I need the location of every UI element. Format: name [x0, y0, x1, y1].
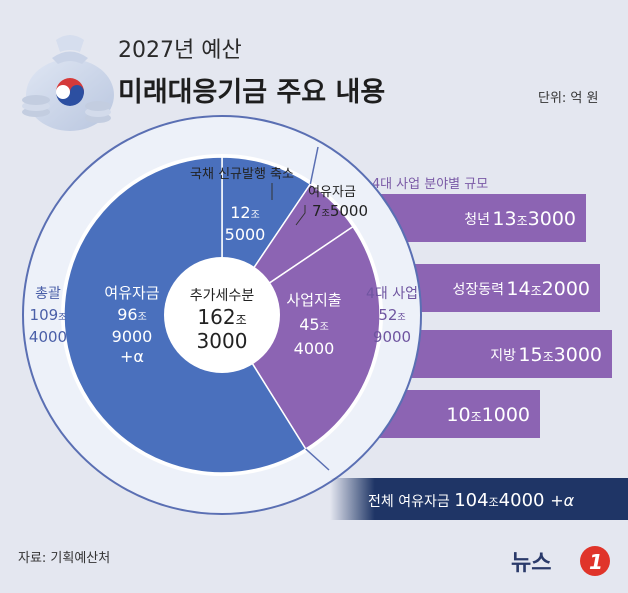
- title-line-1: 2027년 예산: [118, 38, 242, 63]
- bar-value-0: 13조3000: [492, 208, 576, 230]
- slice0-value-bottom: 5000: [225, 225, 266, 244]
- slice-project-spending: [220, 225, 381, 451]
- logo-mark: [580, 546, 610, 576]
- outer-value-bottom: 4000: [29, 328, 67, 346]
- news1-logo: 뉴스 1: [511, 546, 610, 576]
- bar-label-0: 청년: [464, 212, 490, 228]
- four-projects-label: 4대 사업: [366, 286, 418, 302]
- center-label: 추가세수분: [190, 288, 255, 304]
- center-value-top: 162조: [197, 305, 246, 329]
- slice0-label: 국채 신규발행 축소: [190, 166, 294, 182]
- slice3-extra: +α: [120, 347, 144, 366]
- slice2-value-top: 45조: [299, 315, 329, 334]
- four-projects-value-top: 52조: [378, 306, 405, 324]
- outer-value-top: 109조: [30, 306, 67, 324]
- center-circle: [164, 257, 280, 373]
- bar-label-1: 성장동력: [452, 282, 504, 298]
- bar-label-2: 지방: [490, 348, 516, 364]
- unit-label: 단위: 억 원: [538, 91, 599, 106]
- bar-value-3: 10조1000: [446, 404, 530, 426]
- divider-bottom: [305, 448, 330, 471]
- money-bag-icon: [22, 35, 114, 131]
- slice2-label: 사업지출: [286, 291, 341, 309]
- page-title: 미래대응기금 주요 내용: [118, 77, 385, 108]
- source-label: 자료: 기획예산처: [18, 551, 110, 566]
- bars-title: 4대 사업 분야별 규모: [372, 177, 488, 192]
- total-reserve-text: 전체 여유자금 104조4000 +α: [368, 490, 575, 511]
- total-reserve-banner: 전체 여유자금 104조4000 +α: [330, 478, 628, 520]
- logo-text: 뉴스: [511, 551, 551, 576]
- svg-text:1: 1: [589, 550, 603, 574]
- outer-label: 총괄: [35, 286, 61, 302]
- slice2-value-bottom: 4000: [294, 339, 335, 358]
- slice1-label: 여유자금: [308, 185, 356, 200]
- slice1-value: 7조5000: [312, 202, 368, 220]
- slice3-value-bottom: 9000: [112, 327, 153, 346]
- divider-top: [309, 146, 319, 185]
- slice3-value-top: 96조: [117, 305, 147, 324]
- total-banner-bg: [330, 478, 628, 520]
- bar-value-1: 14조2000: [506, 278, 590, 300]
- slice3-label: 여유자금: [104, 284, 159, 302]
- slice0-value-top: 12조: [230, 203, 260, 222]
- bar-value-2: 15조3000: [518, 344, 602, 366]
- center-value-bottom: 3000: [197, 329, 248, 353]
- slice1-leader: [295, 205, 306, 226]
- four-projects-value-bottom: 9000: [373, 328, 411, 346]
